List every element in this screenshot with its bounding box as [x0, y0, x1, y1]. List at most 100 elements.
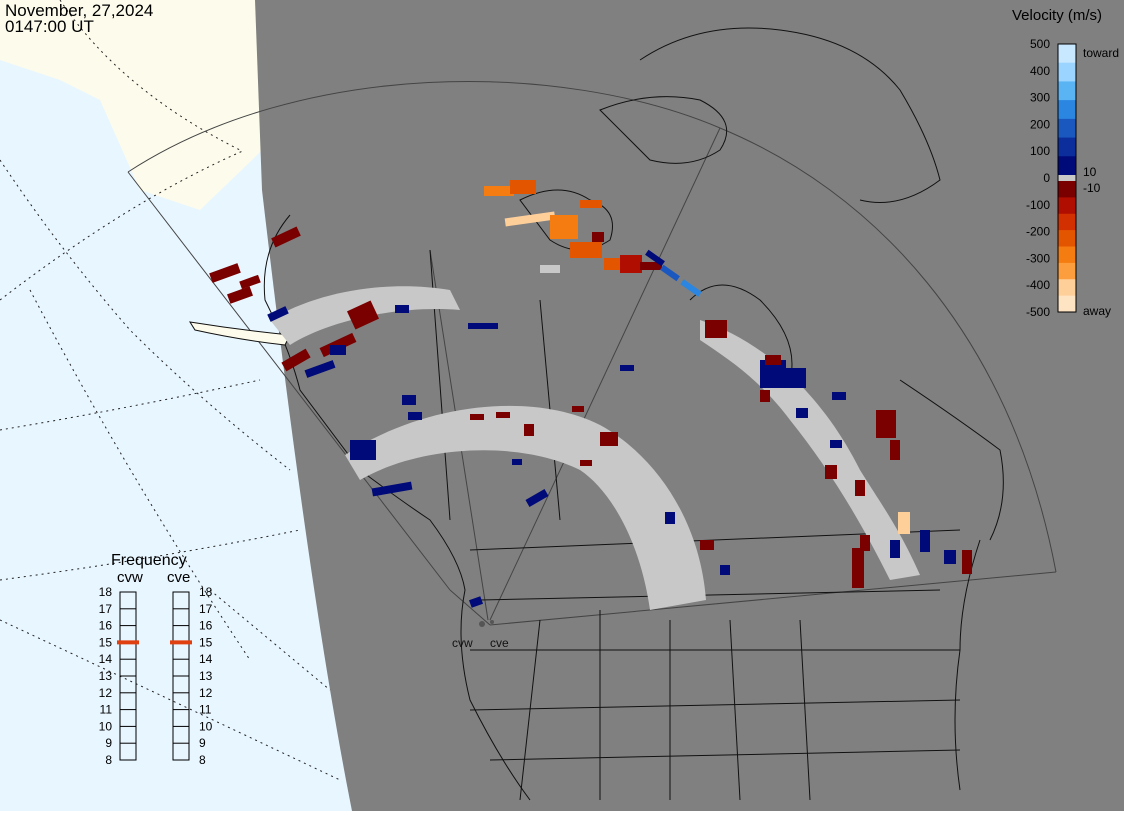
frequency-tick-left: 16: [99, 619, 113, 633]
velocity-cell: [395, 305, 409, 313]
velocity-cell: [468, 596, 484, 608]
velocity-cell: [600, 432, 618, 446]
cve-site-marker: [490, 620, 494, 624]
frequency-tick-right: 16: [199, 619, 213, 633]
frequency-title: Frequency: [111, 552, 187, 569]
velocity-cell: [330, 345, 346, 355]
velocity-cell: [720, 565, 730, 575]
frequency-tick-left: 12: [99, 686, 113, 700]
away-label: away: [1083, 304, 1111, 318]
frequency-tick-right: 8: [199, 753, 206, 767]
frequency-tick-right: 9: [199, 736, 206, 750]
date-label: November, 27,2024: [5, 1, 153, 20]
velocity-cell: [271, 226, 301, 248]
velocity-cell: [346, 300, 380, 330]
tick-minus-10: -10: [1083, 181, 1101, 195]
velocity-cell: [572, 406, 584, 412]
velocity-cell: [512, 459, 522, 465]
frequency-tick-right: 11: [199, 703, 212, 717]
frequency-tick-right: 14: [199, 652, 213, 666]
velocity-cell: [408, 412, 422, 420]
velocity-tick-label: 0: [1043, 171, 1050, 185]
velocity-cell: [645, 249, 665, 267]
velocity-cell: [832, 392, 846, 400]
velocity-cell: [470, 414, 484, 420]
cve-frequency-bar: [170, 591, 192, 761]
velocity-cell: [855, 480, 865, 496]
velocity-cell: [540, 265, 560, 273]
velocity-cell: [796, 408, 808, 418]
velocity-cell: [592, 232, 604, 242]
daylight-land: [0, 0, 262, 210]
velocity-cell: [580, 460, 592, 466]
velocity-cell: [524, 424, 534, 436]
toward-label: toward: [1083, 46, 1119, 60]
velocity-cell: [580, 200, 602, 208]
velocity-cell: [680, 279, 702, 297]
velocity-tick-label: -500: [1026, 305, 1050, 319]
time-label: 0147:00 UT: [5, 17, 94, 36]
frequency-tick-right: 12: [199, 686, 213, 700]
cve-frequency-label: cve: [167, 569, 190, 586]
frequency-tick-left: 18: [99, 585, 113, 599]
velocity-cell: [484, 186, 514, 196]
velocity-cell: [227, 286, 253, 304]
tick-plus-10: 10: [1083, 165, 1097, 179]
night-side: [255, 0, 1124, 811]
velocity-cell: [402, 395, 416, 405]
velocity-cell: [660, 264, 680, 282]
velocity-cell: [876, 410, 896, 438]
velocity-cell: [765, 355, 781, 365]
velocity-cell: [570, 242, 602, 258]
frequency-tick-left: 8: [105, 753, 112, 767]
velocity-cell: [620, 365, 634, 371]
velocity-cell: [962, 550, 972, 574]
frequency-tick-left: 15: [99, 635, 113, 649]
frequency-panel: Frequency cvw cve 18 17 16 15 14 13 12 11 10 9 8 18…: [99, 552, 213, 767]
velocity-cell: [640, 262, 662, 270]
cvw-frequency-bar: [117, 591, 139, 761]
velocity-cell: [920, 530, 930, 552]
velocity-tick-label: 300: [1030, 91, 1050, 105]
velocity-tick-label: 200: [1030, 117, 1050, 131]
velocity-cell: [944, 550, 956, 564]
velocity-tick-label: -400: [1026, 278, 1050, 292]
velocity-cell: [700, 540, 714, 550]
velocity-cell: [620, 255, 642, 273]
velocity-cell: [468, 323, 498, 329]
cvw-site-marker: [479, 621, 485, 627]
velocity-tick-label: 400: [1030, 64, 1050, 78]
cve-site-label: cve: [490, 636, 509, 650]
velocity-cell: [371, 481, 413, 497]
velocity-cell: [281, 348, 311, 372]
velocity-cell: [350, 440, 376, 460]
velocity-cell: [239, 274, 261, 290]
frequency-tick-left: 14: [99, 652, 113, 666]
velocity-cell: [267, 306, 289, 322]
velocity-cell: [705, 320, 727, 338]
velocity-cell: [760, 390, 770, 402]
frequency-tick-left: 10: [99, 719, 113, 733]
graticule: [0, 0, 341, 781]
velocity-cell: [852, 548, 864, 588]
velocity-cell: [604, 258, 624, 270]
velocity-cell: [496, 412, 510, 418]
frequency-tick-right: 15: [199, 635, 213, 649]
cvw-site-label: cvw: [452, 636, 473, 650]
frequency-tick-right: 10: [199, 719, 213, 733]
velocity-cell: [782, 368, 806, 388]
velocity-cell: [525, 489, 549, 507]
velocity-cell: [504, 211, 556, 227]
frequency-tick-left: 13: [99, 669, 113, 683]
frequency-tick-right: 17: [199, 602, 213, 616]
velocity-tick-label: 100: [1030, 144, 1050, 158]
velocity-cell: [890, 440, 900, 460]
velocity-title: Velocity (m/s): [1012, 7, 1102, 24]
velocity-tick-label: 500: [1030, 37, 1050, 51]
velocity-cell: [890, 540, 900, 558]
velocity-tick-label: -100: [1026, 198, 1050, 212]
velocity-cell: [860, 535, 870, 551]
velocity-cell: [550, 215, 578, 239]
